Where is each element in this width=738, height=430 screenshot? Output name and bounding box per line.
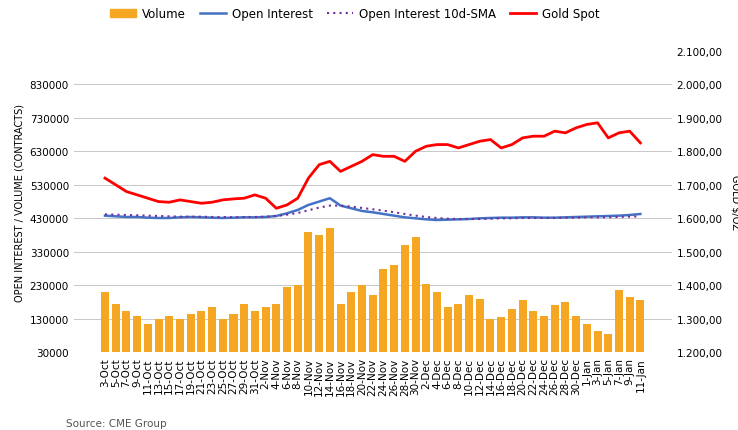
Bar [412,237,419,362]
Bar [401,246,409,362]
Bar [133,316,141,362]
Bar [208,307,216,362]
Bar [529,311,537,362]
Bar [486,319,494,362]
Bar [326,229,334,362]
Bar [422,284,430,362]
Bar [111,304,120,362]
Bar [604,334,613,362]
Bar [240,304,248,362]
Bar [444,307,452,362]
Y-axis label: GOLD $/OZ: GOLD $/OZ [731,175,738,230]
Bar [583,324,591,362]
Bar [593,331,601,362]
Text: Source: CME Group: Source: CME Group [66,418,167,428]
Bar [305,232,312,362]
Bar [465,296,473,362]
Bar [348,292,355,362]
Bar [101,292,109,362]
Bar [572,316,580,362]
Bar [508,309,516,362]
Bar [294,286,302,362]
Bar [230,314,238,362]
Bar [636,301,644,362]
Bar [176,319,184,362]
Bar [187,314,195,362]
Bar [261,307,269,362]
Bar [519,301,527,362]
Bar [390,266,398,362]
Bar [283,287,291,362]
Bar [315,236,323,362]
Bar [197,311,205,362]
Bar [540,316,548,362]
Bar [369,296,376,362]
Y-axis label: OPEN INTEREST / VOLUME (CONTRACTS): OPEN INTEREST / VOLUME (CONTRACTS) [14,103,24,301]
Bar [154,319,162,362]
Bar [433,292,441,362]
Bar [476,299,484,362]
Bar [337,304,345,362]
Bar [626,298,634,362]
Bar [562,302,570,362]
Bar [358,286,366,362]
Bar [497,317,506,362]
Bar [144,324,152,362]
Bar [379,269,387,362]
Bar [218,319,227,362]
Bar [272,304,280,362]
Bar [165,316,173,362]
Bar [251,311,259,362]
Legend: Volume, Open Interest, Open Interest 10d-SMA, Gold Spot: Volume, Open Interest, Open Interest 10d… [106,3,604,26]
Bar [551,306,559,362]
Bar [455,304,463,362]
Bar [615,291,623,362]
Bar [123,311,131,362]
